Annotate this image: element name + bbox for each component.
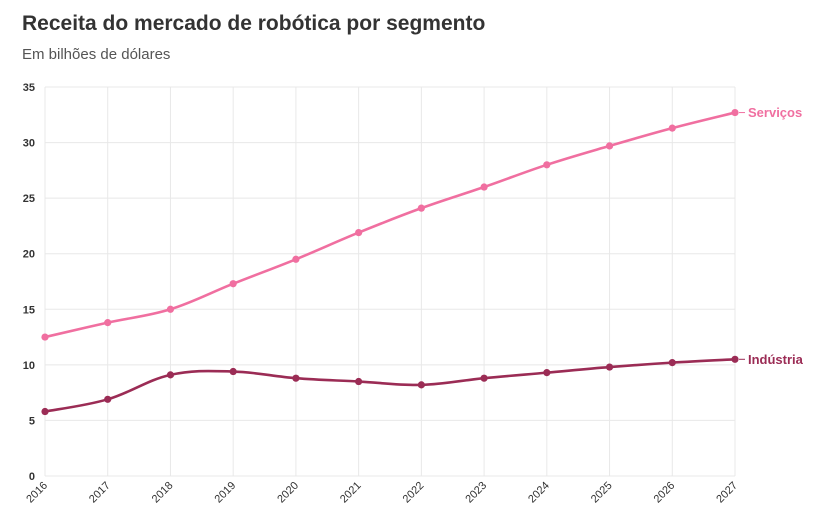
x-tick-label: 2018: [150, 480, 176, 506]
data-point-servicos: [417, 204, 425, 212]
data-point-servicos: [229, 280, 237, 288]
x-tick-label: 2021: [338, 480, 364, 506]
data-point-industria: [668, 359, 676, 367]
series-servicos: Serviços: [41, 105, 802, 341]
data-point-servicos: [355, 228, 363, 237]
data-point-servicos: [668, 124, 676, 132]
data-point-servicos: [104, 319, 112, 327]
y-tick-label: 15: [23, 304, 35, 316]
data-point-industria: [166, 371, 175, 379]
data-point-industria: [731, 355, 739, 363]
series-industria: Indústria: [41, 352, 804, 416]
series: Serviços Indústria: [41, 105, 804, 416]
y-tick-label: 35: [23, 82, 35, 94]
series-label-servicos: Serviços: [748, 105, 802, 120]
data-point-servicos: [605, 142, 614, 150]
data-point-industria: [104, 395, 112, 403]
data-point-industria: [355, 377, 363, 386]
y-tick-label: 30: [23, 138, 35, 150]
x-tick-label: 2017: [87, 480, 113, 506]
data-point-servicos: [731, 108, 739, 117]
data-point-industria: [41, 407, 49, 416]
data-point-industria: [480, 374, 488, 382]
data-point-industria: [417, 381, 425, 389]
y-tick-label: 10: [23, 360, 35, 372]
data-point-servicos: [41, 333, 49, 341]
data-point-servicos: [543, 161, 551, 169]
x-tick-label: 2024: [526, 480, 552, 506]
x-tick-label: 2022: [401, 480, 427, 506]
data-point-industria: [605, 363, 614, 371]
x-tick-label: 2027: [714, 480, 740, 506]
y-tick-label: 0: [29, 471, 35, 483]
data-point-servicos: [166, 305, 175, 313]
data-point-industria: [543, 369, 551, 377]
x-tick-label: 2026: [652, 480, 678, 506]
data-point-industria: [292, 374, 300, 382]
series-label-industria: Indústria: [748, 352, 804, 367]
chart-subtitle: Em bilhões de dólares: [22, 46, 171, 63]
series-line-industria: [44, 358, 736, 413]
y-tick-label: 25: [23, 193, 35, 205]
grid: [44, 86, 736, 477]
y-tick-label: 5: [29, 415, 35, 427]
data-point-servicos: [480, 183, 488, 191]
x-tick-label: 2023: [463, 480, 489, 506]
x-tick-label: 2016: [24, 480, 50, 506]
x-tick-label: 2019: [213, 480, 239, 506]
y-tick-label: 20: [23, 249, 35, 261]
series-line-servicos: [44, 111, 736, 339]
x-tick-label: 2020: [275, 480, 301, 506]
chart-title: Receita do mercado de robótica por segme…: [22, 12, 486, 35]
data-point-industria: [229, 367, 237, 376]
x-tick-label: 2025: [589, 480, 615, 506]
data-point-servicos: [292, 255, 300, 263]
